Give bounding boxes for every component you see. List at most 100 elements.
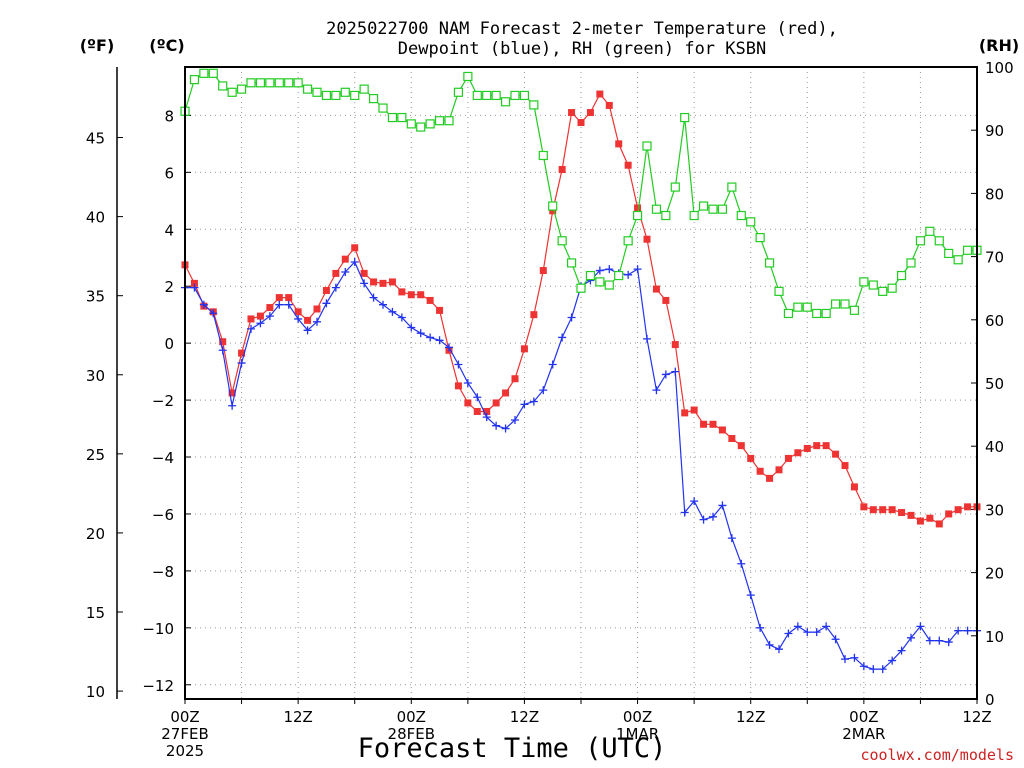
- dewpoint-point: [190, 283, 199, 292]
- x-tick-label: 00Z: [623, 708, 652, 726]
- rh-point: [764, 258, 775, 268]
- temperature-point: [492, 399, 500, 407]
- fahrenheit-tick-label: 10: [86, 683, 105, 701]
- dewpoint-point: [944, 638, 953, 647]
- x-tick-label: 12Z: [736, 708, 765, 726]
- dewpoint-point: [841, 655, 849, 664]
- temperature-point: [370, 278, 378, 286]
- temperature-point: [756, 467, 764, 475]
- rh-point: [925, 226, 935, 236]
- dewpoint-point: [482, 413, 491, 422]
- temperature-point: [304, 316, 312, 324]
- rh-point: [529, 100, 539, 110]
- dewpoint-point: [595, 266, 604, 275]
- temperature-point: [426, 296, 434, 304]
- rh-point: [736, 210, 746, 221]
- rh-point: [604, 280, 614, 290]
- fahrenheit-tick-label: 30: [86, 367, 105, 385]
- dewpoint-point: [652, 386, 661, 395]
- x-tick-label: 28FEB: [388, 725, 435, 743]
- temperature-point: [332, 269, 340, 277]
- dewpoint-point: [727, 534, 736, 543]
- temperature-point: [539, 267, 547, 275]
- celsius-tick-label: 0: [164, 335, 174, 353]
- dewpoint-point: [963, 626, 972, 635]
- temperature-point: [766, 474, 774, 482]
- rh-point: [595, 277, 605, 287]
- dewpoint-line: [185, 260, 977, 670]
- temperature-point: [473, 407, 481, 415]
- dewpoint-point: [784, 629, 793, 638]
- rh-point: [387, 112, 398, 123]
- rh-point: [284, 78, 294, 88]
- temperature-point: [709, 420, 717, 428]
- temperature-point: [813, 442, 821, 450]
- dewpoint-point: [463, 379, 472, 387]
- rh-point: [218, 81, 228, 91]
- rh-point: [397, 112, 407, 123]
- temperature-point: [615, 140, 623, 148]
- dewpoint-point: [746, 591, 755, 600]
- temperature-point: [850, 483, 858, 491]
- rh-point: [378, 103, 388, 113]
- celsius-tick-label: −4: [152, 449, 174, 467]
- temperature-point: [577, 119, 585, 127]
- rh-point: [274, 78, 284, 88]
- temperature-point: [605, 101, 613, 109]
- rh-point: [425, 119, 435, 129]
- dewpoint-point: [643, 334, 651, 343]
- dewpoint-point: [709, 512, 717, 521]
- temperature-point: [190, 279, 198, 287]
- temperature-point: [643, 235, 651, 243]
- rh-point: [576, 283, 586, 293]
- dewpoint-point: [605, 265, 614, 274]
- dewpoint-point: [454, 360, 463, 369]
- dewpoint-point: [567, 313, 576, 322]
- temperature-point: [360, 269, 368, 277]
- rh-point: [350, 90, 360, 101]
- dewpoint-point: [416, 329, 425, 338]
- celsius-tick-label: 2: [164, 278, 174, 296]
- temperature-point: [313, 305, 321, 313]
- temperature-point: [737, 442, 745, 450]
- rh-point: [406, 119, 416, 129]
- rh-point: [208, 68, 218, 78]
- dewpoint-point: [775, 645, 783, 654]
- temperature-point: [351, 244, 359, 252]
- rh-point: [416, 122, 426, 132]
- temperature-point: [275, 294, 283, 302]
- rh-point: [906, 258, 916, 268]
- rh-unit-label: (RH): [979, 36, 1019, 55]
- temperature-point: [954, 506, 962, 514]
- x-tick-label: 2025: [166, 742, 204, 760]
- rh-point: [840, 299, 850, 309]
- rh-point: [953, 255, 963, 265]
- rh-tick-label: 40: [985, 438, 1004, 456]
- dewpoint-point: [878, 665, 887, 674]
- rh-point: [793, 302, 803, 312]
- dewpoint-point: [888, 656, 897, 665]
- temperature-point: [860, 503, 868, 511]
- rh-point: [557, 236, 567, 246]
- rh-point: [849, 305, 860, 315]
- rh-point: [642, 141, 652, 151]
- rh-point: [302, 84, 313, 94]
- rh-tick-label: 0: [985, 691, 995, 709]
- dewpoint-point: [473, 393, 482, 402]
- rh-tick-label: 60: [985, 312, 1004, 330]
- temperature-point: [454, 382, 462, 390]
- dewpoint-point: [869, 665, 878, 674]
- rh-point: [727, 182, 737, 192]
- dewpoint-point: [313, 317, 321, 326]
- dewpoint-point: [228, 401, 237, 410]
- dewpoint-point: [322, 299, 331, 308]
- rh-point: [463, 71, 473, 82]
- rh-point: [227, 87, 237, 97]
- temperature-point: [549, 207, 557, 215]
- rh-point: [812, 308, 822, 319]
- temperature-point: [681, 409, 689, 417]
- temperature-point: [624, 161, 632, 169]
- dewpoint-point: [445, 343, 453, 352]
- temperature-point: [690, 406, 698, 414]
